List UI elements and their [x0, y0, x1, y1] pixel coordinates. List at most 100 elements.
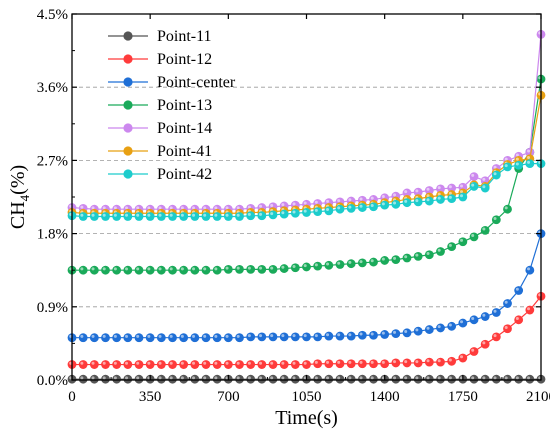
data-point-highlight [247, 205, 251, 209]
data-point-highlight [404, 376, 408, 380]
data-point [324, 331, 334, 341]
data-point-highlight [460, 238, 464, 242]
data-point-highlight [337, 376, 341, 380]
data-point-highlight [426, 198, 430, 202]
series-point-42 [67, 159, 546, 221]
data-point-highlight [113, 376, 117, 380]
data-point [447, 321, 457, 331]
data-point [335, 260, 345, 269]
data-point-highlight [147, 206, 151, 210]
data-point [514, 374, 524, 384]
data-point-highlight [281, 211, 285, 215]
data-point [514, 160, 524, 170]
data-point [357, 330, 367, 340]
series-point-12 [67, 291, 546, 369]
data-point-highlight [102, 206, 106, 210]
data-point-highlight [247, 361, 251, 365]
data-point [89, 265, 99, 275]
legend-item: Point-14 [108, 120, 212, 137]
data-point [101, 333, 110, 343]
data-point-highlight [326, 199, 330, 203]
data-point [101, 374, 110, 384]
data-point-highlight [381, 195, 385, 199]
data-point [257, 211, 267, 221]
data-point-highlight [415, 376, 419, 380]
data-point [257, 374, 267, 384]
data-point-highlight [504, 206, 508, 210]
data-point [78, 374, 88, 384]
data-point [413, 326, 423, 336]
data-point [447, 194, 457, 204]
data-point-highlight [214, 376, 218, 380]
data-point [89, 212, 99, 221]
data-point-highlight [203, 213, 207, 217]
data-point-highlight [259, 376, 263, 380]
data-point-highlight [225, 206, 229, 210]
data-point [101, 265, 110, 275]
legend-item: Point-13 [108, 97, 212, 114]
data-point [212, 333, 222, 343]
data-point-highlight [136, 361, 140, 365]
data-point [380, 256, 390, 265]
data-point-highlight [281, 203, 285, 207]
data-point-highlight [426, 376, 430, 380]
data-point-highlight [203, 267, 207, 271]
data-point-highlight [236, 376, 240, 380]
data-point-highlight [247, 212, 251, 216]
data-point [503, 374, 512, 384]
data-point [156, 212, 166, 221]
data-point [179, 333, 189, 343]
data-point-highlight [236, 361, 240, 365]
data-point [391, 329, 401, 339]
data-point [302, 208, 311, 217]
data-point [357, 374, 367, 384]
y-tick-label: 2.7% [37, 153, 68, 169]
data-point-highlight [415, 199, 419, 203]
data-point-highlight [125, 213, 129, 217]
data-point-highlight [460, 320, 464, 324]
data-point-highlight [113, 361, 117, 365]
data-point-highlight [281, 376, 285, 380]
data-point-highlight [471, 317, 475, 321]
data-point-highlight [437, 192, 441, 196]
data-point [246, 360, 256, 369]
data-point [424, 374, 434, 384]
data-point-highlight [203, 361, 207, 365]
data-point [89, 360, 99, 369]
data-point [335, 204, 345, 214]
data-point [134, 374, 144, 384]
data-point-highlight [370, 376, 374, 380]
data-point [313, 374, 323, 384]
data-point [223, 333, 233, 343]
data-point [112, 374, 122, 384]
data-point [78, 265, 88, 275]
data-point-highlight [493, 376, 497, 380]
data-point-highlight [259, 266, 263, 270]
legend-item: Point-12 [108, 51, 212, 68]
data-point-highlight [169, 267, 173, 271]
data-point [402, 358, 412, 368]
data-point-highlight [225, 266, 229, 270]
data-point-highlight [527, 267, 531, 271]
data-point-highlight [281, 334, 285, 338]
data-point [346, 374, 356, 384]
data-point-highlight [381, 360, 385, 364]
data-point-highlight [370, 259, 374, 263]
data-point-highlight [404, 199, 408, 203]
data-point-highlight [136, 206, 140, 210]
data-point [469, 374, 479, 384]
data-point-highlight [147, 267, 151, 271]
data-point-highlight [303, 201, 307, 205]
data-point-highlight [91, 361, 95, 365]
data-point-highlight [259, 361, 263, 365]
data-point-highlight [337, 333, 341, 337]
data-point [112, 360, 122, 369]
y-axis-label: CH4(%) [7, 165, 32, 229]
data-point-highlight [404, 330, 408, 334]
legend-swatch-marker [123, 146, 133, 156]
data-point-highlight [493, 165, 497, 169]
y-tick-label: 0.0% [37, 373, 68, 389]
data-point-highlight [192, 206, 196, 210]
data-point-highlight [214, 267, 218, 271]
data-point-highlight [203, 206, 207, 210]
